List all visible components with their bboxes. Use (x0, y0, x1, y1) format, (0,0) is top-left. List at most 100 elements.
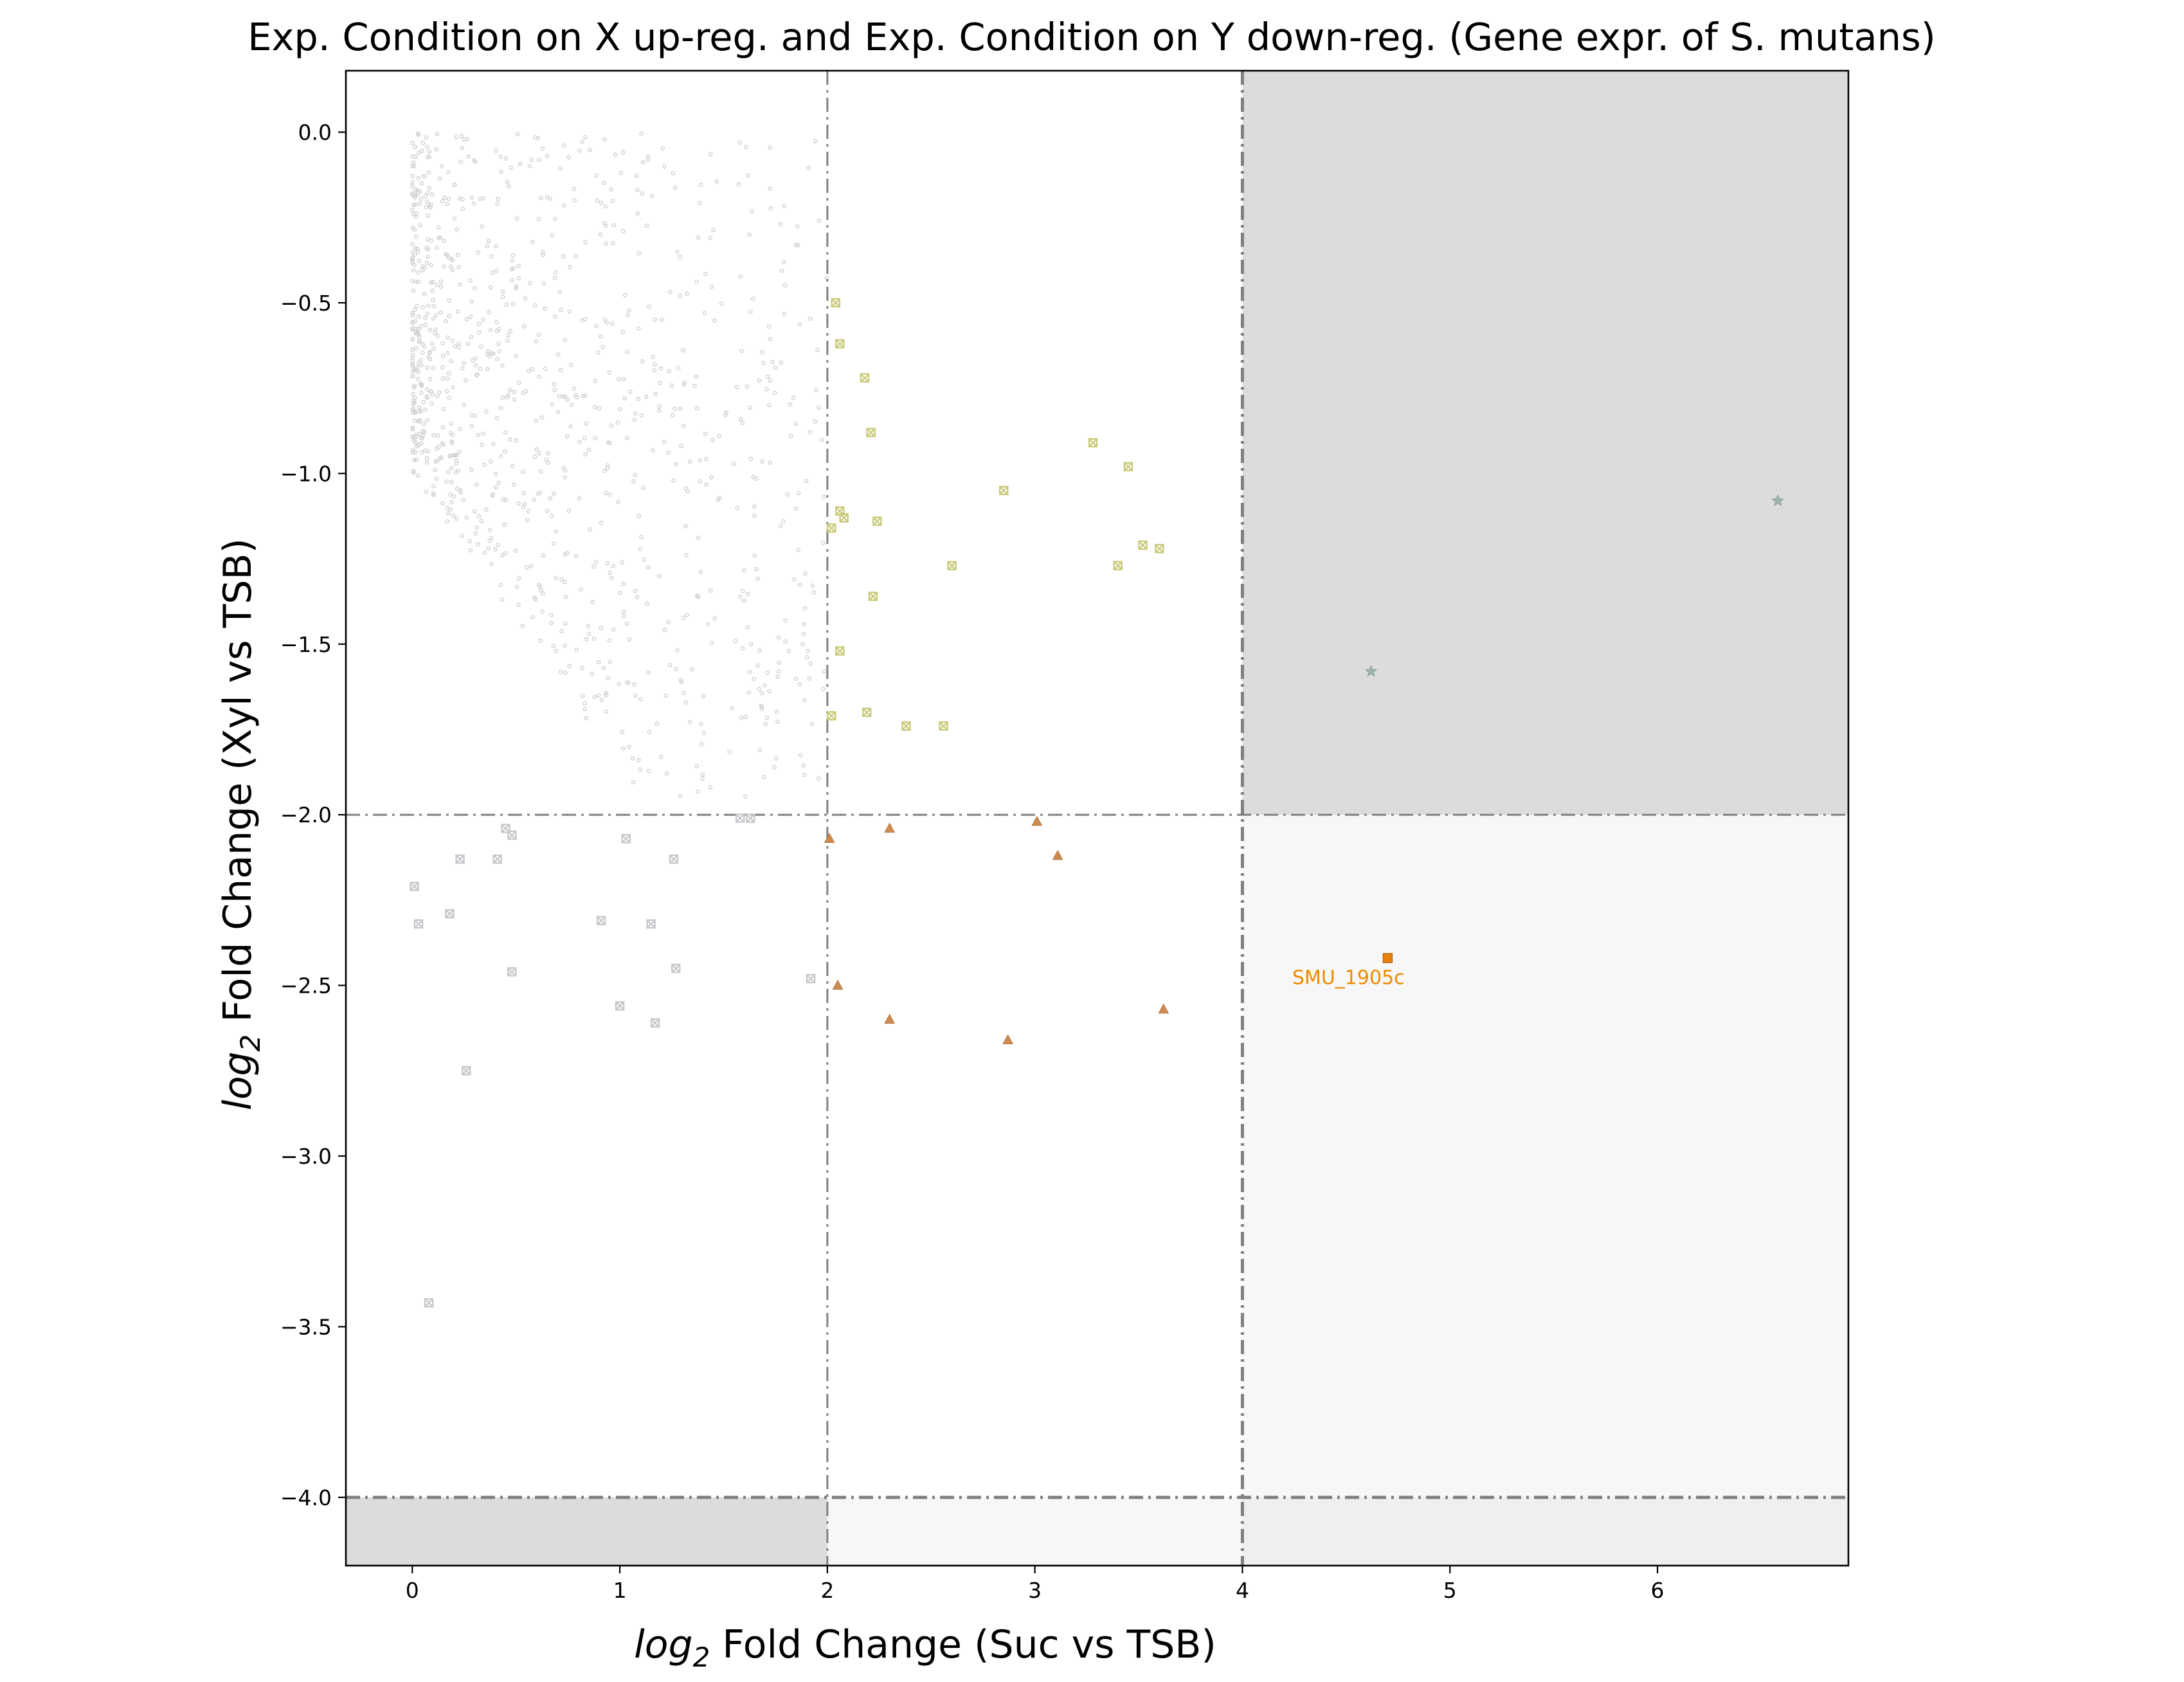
background-point (424, 456, 429, 460)
background-point (793, 421, 798, 426)
background-point (658, 366, 663, 371)
background-point (447, 371, 451, 375)
background-point (545, 451, 550, 456)
marker-cross (861, 374, 869, 382)
background-point (442, 239, 447, 243)
background-point (621, 746, 626, 751)
background-point (653, 392, 658, 396)
background-point (759, 691, 764, 696)
background-point (435, 458, 440, 464)
background-point (561, 394, 566, 399)
background-point (645, 670, 651, 675)
background-point (500, 289, 505, 294)
background-point (577, 439, 582, 444)
background-point (447, 454, 453, 458)
marker-box (827, 523, 836, 533)
background-point (434, 282, 439, 287)
background-point (692, 383, 697, 388)
marker-box (507, 967, 517, 977)
background-point (593, 436, 598, 441)
background-point (520, 624, 525, 628)
background-point (694, 279, 699, 284)
background-point (738, 594, 743, 599)
background-point (701, 730, 707, 736)
background-point (622, 614, 626, 619)
data-point-3-0 (1364, 664, 1378, 677)
background-point (768, 378, 773, 383)
marker-box (999, 485, 1009, 496)
background-point (733, 638, 738, 644)
background-point (411, 160, 416, 165)
marker-box (866, 428, 876, 437)
background-point (447, 313, 451, 318)
y-axis-label: log2 Fold Change (Xyl vs TSB) (215, 538, 266, 1110)
background-point (540, 146, 545, 151)
background-point (435, 132, 440, 136)
background-point (445, 376, 450, 381)
marker-cross (597, 916, 605, 925)
background-point (772, 764, 777, 770)
background-point (484, 507, 489, 512)
background-point (536, 217, 541, 221)
background-point (460, 197, 465, 202)
background-point (681, 423, 686, 428)
background-point (781, 519, 786, 524)
background-point (503, 449, 507, 454)
background-point (627, 745, 631, 749)
background-point (510, 278, 514, 283)
background-point (499, 454, 503, 458)
background-point (461, 497, 466, 502)
annotation-label-0: SMU_1905c (1292, 967, 1405, 990)
background-point (803, 571, 808, 576)
marker-cross (836, 339, 844, 348)
background-point (443, 252, 448, 257)
background-point (748, 405, 752, 410)
x-tick-label: 0 (406, 1578, 419, 1603)
background-point (411, 313, 415, 318)
background-point (530, 615, 536, 620)
background-point (768, 206, 773, 211)
background-point (425, 190, 430, 195)
background-point (425, 395, 429, 400)
background-point (431, 433, 436, 438)
background-point (607, 370, 612, 375)
background-point (453, 453, 458, 458)
background-point (678, 293, 682, 298)
background-point (421, 174, 426, 179)
data-point-1-15 (669, 854, 679, 864)
background-point (411, 410, 416, 415)
background-point (414, 234, 419, 239)
background-point (777, 660, 781, 665)
background-point (536, 491, 541, 496)
background-point (446, 350, 450, 356)
background-point (454, 516, 459, 521)
background-point (425, 237, 430, 242)
background-point (627, 637, 632, 642)
background-point (627, 308, 631, 313)
background-point (500, 553, 505, 558)
background-point (699, 721, 703, 727)
background-point (611, 222, 617, 228)
background-point (738, 417, 743, 422)
background-point (757, 687, 761, 691)
background-point (494, 148, 498, 153)
background-point (476, 542, 480, 547)
background-point (530, 366, 534, 372)
background-point (678, 678, 683, 683)
background-point (736, 182, 741, 186)
background-point (653, 362, 657, 367)
background-point (517, 576, 521, 581)
background-point (681, 383, 687, 387)
background-point (480, 442, 485, 448)
x-tick-label: 1 (613, 1578, 627, 1603)
background-point (639, 534, 644, 539)
y-tick-label: 0.0 (298, 120, 332, 145)
background-point (662, 164, 667, 169)
background-point (625, 350, 629, 354)
background-point (773, 756, 779, 761)
background-point (563, 338, 567, 343)
background-point (410, 208, 415, 212)
background-point (413, 203, 418, 207)
background-point (567, 309, 572, 314)
background-point (413, 346, 419, 350)
